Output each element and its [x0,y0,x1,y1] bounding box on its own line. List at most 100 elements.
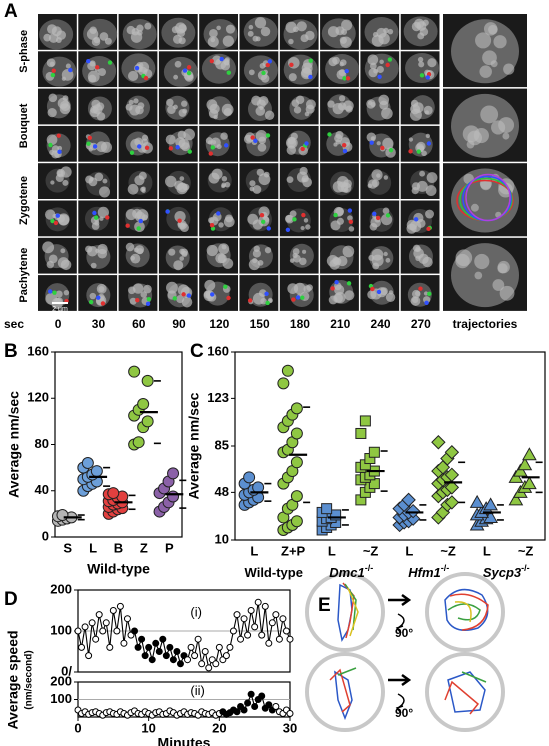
data-point [272,611,280,619]
data-point [131,627,139,635]
chromatin [91,37,101,46]
chromatin [410,99,419,107]
chromatin [345,105,353,113]
trajectory [465,173,511,222]
focus [289,62,294,68]
focus [295,295,301,300]
data-point [258,631,266,639]
data-point [123,615,131,623]
chromatin [204,279,216,291]
chromatin [305,104,315,114]
chromatin [141,188,146,194]
data-point [78,643,86,651]
data-point [167,490,180,503]
focus [209,58,214,64]
focus [53,220,59,226]
chromatin [414,18,425,29]
focus [137,144,142,149]
data-point [431,435,446,450]
data-point [321,503,333,515]
chromatin [259,105,264,111]
data-point [120,639,128,647]
chromatin [182,108,188,114]
chromatin [221,176,228,182]
data-point [359,415,371,427]
data-point [229,627,237,635]
chromatin [97,243,108,255]
data-point [368,446,380,458]
nucleus-outline [425,652,505,732]
chromatin [63,289,70,296]
data-point [508,469,524,483]
trajectory [454,601,472,623]
data-point [173,648,181,655]
chromatin [165,134,176,145]
row-label: Bouquet [18,103,30,148]
data-point [290,456,303,469]
x-tick-label: 30 [283,720,297,735]
data-point [261,602,269,610]
x-tick-label: 20 [212,720,226,735]
focus [52,290,57,295]
chromatin [259,62,266,69]
row-label: Zygotene [18,176,30,225]
chromatin [208,109,219,119]
data-point [272,703,280,710]
chromatin [254,17,267,29]
chromatin [247,213,259,225]
focus [259,213,265,218]
focus [50,218,55,224]
chromatin [174,60,182,68]
chromatin [293,106,302,114]
time-value: 60 [132,317,146,331]
x-tick-label: L [250,543,258,558]
data-point [88,619,96,627]
chromatin [288,57,300,69]
focus [345,76,351,81]
chromatin [335,26,345,36]
chromatin [252,249,261,258]
y-axis-label: Average nm/sec [186,392,202,499]
data-point [279,615,287,623]
chromatin [427,58,437,68]
chromatin [173,260,184,271]
chromatin [256,99,266,109]
data-point [290,490,303,503]
focus [347,208,353,213]
chromatin [171,26,179,34]
chromatin [479,65,492,78]
chromatin [221,184,226,189]
data-point [444,480,460,495]
chromatin [376,27,387,39]
y-tick-label: 10 [215,531,229,546]
data-point [513,463,528,477]
chromatin [128,99,134,105]
chromatin [89,26,97,34]
focus [223,143,229,148]
trajectory [461,671,487,683]
chromatin [290,132,298,140]
focus [425,75,430,80]
chromatin [337,176,349,188]
chromatin [137,102,145,110]
trajectory [449,593,489,631]
chromatin [334,284,345,295]
chromatin [65,63,71,69]
chromatin [367,100,373,106]
chromatin [343,187,349,193]
chromatin [127,70,139,82]
chromatin [385,147,396,158]
chromatin [288,38,294,45]
focus [253,138,258,143]
focus [138,218,143,224]
x-tick-label: Z [140,540,148,555]
chromatin [379,59,384,65]
focus [426,141,432,146]
chromatin [60,259,72,271]
focus [186,65,192,70]
data-point [522,447,537,461]
chromatin [286,176,294,184]
time-value: 150 [250,317,270,331]
chromatin [385,292,396,302]
data-point [137,398,150,411]
